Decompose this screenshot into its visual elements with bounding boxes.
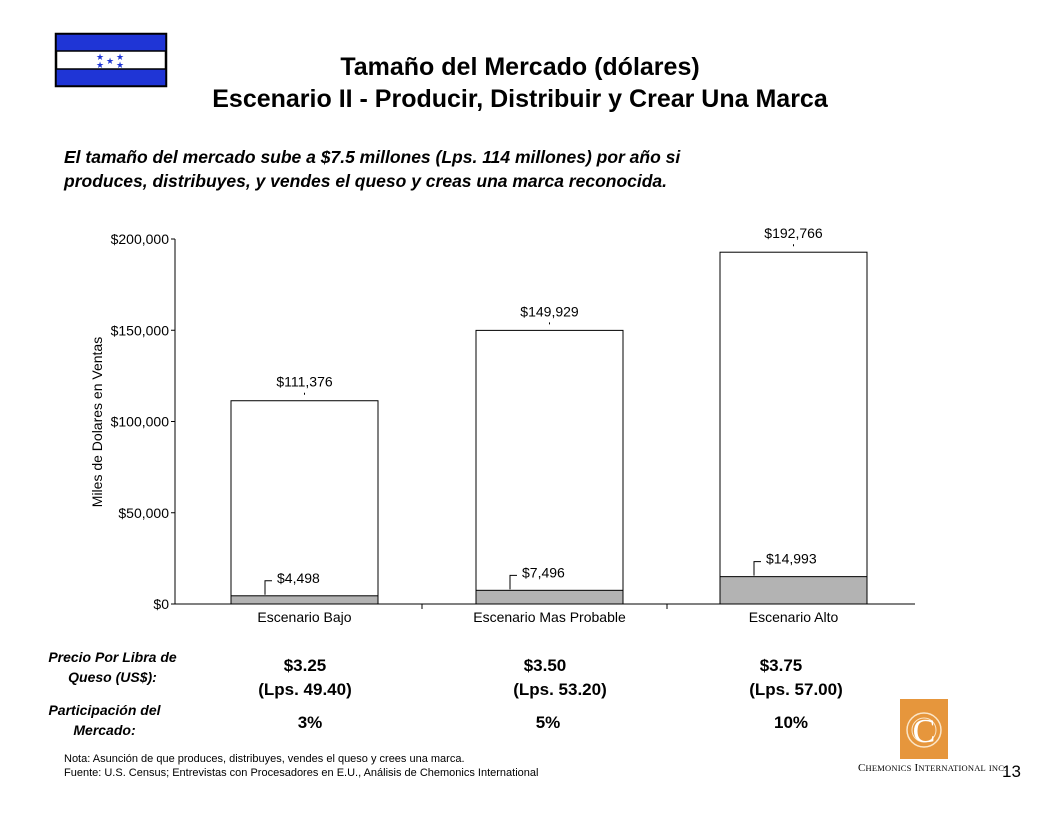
price-label-line1: Precio Por Libra de (48, 649, 177, 665)
svg-text:★: ★ (116, 53, 124, 63)
segment-label-leader (264, 580, 272, 595)
y-tick-label: $0 (153, 596, 169, 612)
share-bajo: 3% (297, 713, 323, 732)
svg-text:C: C (913, 713, 936, 750)
price-lps-alto: (Lps. 57.00) (749, 680, 843, 699)
y-tick-label: $100,000 (111, 414, 170, 430)
y-axis-label: Miles de Dolares en Ventas (89, 337, 105, 507)
x-category-label: Escenario Mas Probable (473, 609, 626, 625)
price-usd-bajo: $3.25 (283, 656, 327, 675)
svg-text:★: ★ (116, 61, 124, 71)
price-lps-bajo: (Lps. 49.40) (258, 680, 352, 699)
segment-value-label: $14,993 (766, 551, 817, 567)
footnote: Nota: Asunción de que produces, distribu… (64, 752, 538, 780)
subtitle-line2: produces, distribuyes, y vendes el queso… (64, 171, 668, 191)
chemonics-logo-icon: C (900, 699, 948, 759)
page-title-line1: Tamaño del Mercado (dólares) (340, 53, 700, 81)
company-name-i: I (914, 762, 919, 774)
page-number: 13 (1002, 762, 1021, 781)
flag-stars: ★ ★ ★ ★ ★ (96, 53, 124, 71)
bar-total (230, 400, 379, 605)
total-value-label: $149,929 (520, 303, 579, 319)
segment-label-leader (509, 574, 517, 590)
y-tick-label: $200,000 (111, 231, 170, 247)
x-category-label: Escenario Bajo (257, 609, 351, 625)
price-usd-alto: $3.75 (759, 656, 803, 675)
share-probable: 5% (535, 713, 561, 732)
flag-top-stripe (55, 33, 167, 52)
source-text: Fuente: U.S. Census; Entrevistas con Pro… (64, 767, 539, 779)
segment-value-label: $4,498 (277, 570, 320, 586)
total-value-label: $192,766 (764, 225, 823, 241)
share-label-line2: Mercado: (73, 722, 136, 738)
x-category-label: Escenario Alto (749, 609, 839, 625)
y-tick-label: $50,000 (118, 505, 169, 521)
bar-segment (475, 589, 624, 605)
bar-segment (719, 576, 868, 605)
page-title-line2: Escenario II - Producir, Distribuir y Cr… (212, 85, 828, 113)
honduras-flag-image: ★ ★ ★ ★ ★ (54, 32, 168, 88)
svg-text:★: ★ (106, 57, 114, 67)
company-name-inc: INC. (988, 763, 1007, 773)
price-label-line2: Queso (US$): (68, 669, 157, 685)
note-text: Nota: Asunción de que produces, distribu… (64, 753, 465, 765)
y-tick-label: $150,000 (111, 322, 170, 338)
total-value-label: $111,376 (276, 374, 333, 390)
subtitle: El tamaño del mercado sube a $7.5 millon… (64, 145, 864, 193)
share-row-label: Participación del Mercado: (22, 700, 187, 740)
price-usd-probable: $3.50 (523, 656, 567, 675)
price-lps-probable: (Lps. 53.20) (513, 680, 607, 699)
segment-label-leader (753, 561, 761, 576)
share-label-line1: Participación del (48, 702, 161, 718)
company-name: CHEMONICS INTERNATIONAL INC. (858, 762, 1006, 774)
bar-total (719, 251, 868, 605)
svg-text:★: ★ (96, 53, 104, 63)
company-name-nternational: NTERNATIONAL (918, 763, 986, 773)
bar-total (475, 329, 624, 605)
share-alto: 10% (773, 713, 809, 732)
flag-bottom-stripe (55, 68, 167, 87)
segment-value-label: $7,496 (522, 564, 565, 580)
bar-segment (230, 595, 379, 605)
company-name-c: C (858, 762, 866, 774)
svg-text:★: ★ (96, 61, 104, 71)
subtitle-line1: El tamaño del mercado sube a $7.5 millon… (64, 147, 681, 167)
company-name-hemonics: HEMONICS (865, 763, 912, 773)
price-row-label: Precio Por Libra de Queso (US$): (30, 647, 195, 687)
